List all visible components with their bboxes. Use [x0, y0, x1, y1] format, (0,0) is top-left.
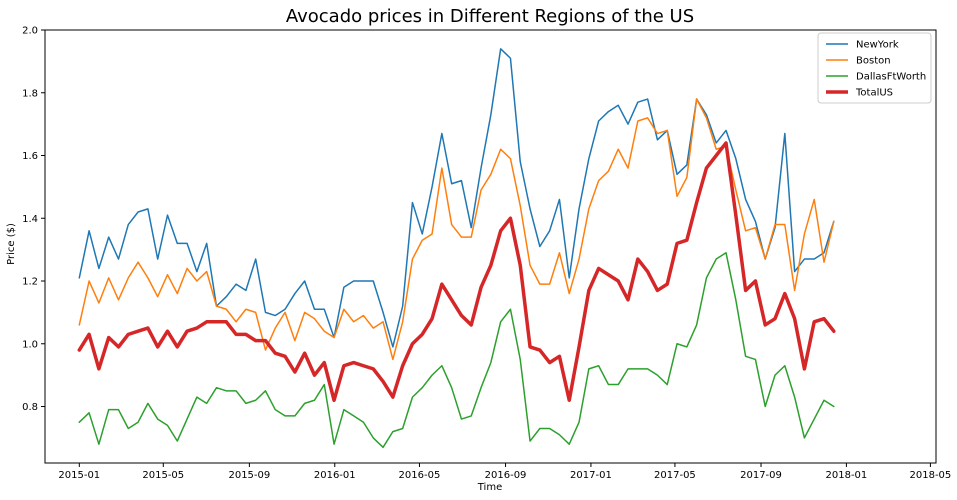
y-tick-label: 2.0: [22, 26, 38, 37]
series-layer: [77, 48, 836, 449]
legend-box: [817, 32, 932, 104]
x-tick-label: 2015-01: [58, 470, 100, 481]
y-tick-label: 1.6: [22, 151, 38, 162]
chart-title: Avocado prices in Different Regions of t…: [286, 6, 694, 27]
x-tick-label: 2017-05: [654, 470, 696, 481]
series-line-dallasftworth: [78, 252, 835, 449]
x-tick-label: 2016-05: [399, 470, 441, 481]
x-tick-label: 2017-01: [570, 470, 612, 481]
legend-label-totalus: TotalUS: [855, 88, 893, 99]
plot-frame: [44, 29, 937, 464]
series-line-boston: [78, 98, 835, 361]
y-tick-label: 0.8: [22, 402, 38, 413]
legend-label-dallasftworth: DallasFtWorth: [856, 72, 926, 83]
x-axis: 2015-01 2015-05 2015-09 2016-01 2016-05 2016-…: [58, 463, 951, 481]
series-line-totalus: [77, 141, 836, 402]
x-tick-label: 2016-01: [314, 470, 356, 481]
y-tick-label: 1.2: [22, 277, 38, 288]
x-tick-label: 2018-01: [826, 470, 868, 481]
x-tick-label: 2017-09: [740, 470, 782, 481]
y-axis: 0.8 1.0 1.2 1.4 1.6 1.8 2.0: [22, 26, 45, 413]
y-tick-label: 1.8: [22, 88, 38, 99]
x-tick-label: 2015-05: [142, 470, 184, 481]
legend-label-newyork: NewYork: [856, 40, 899, 51]
series-line-newyork: [78, 48, 835, 348]
y-tick-label: 1.4: [22, 214, 38, 225]
y-axis-label: Price ($): [6, 223, 17, 265]
x-tick-label: 2018-05: [910, 470, 952, 481]
x-tick-label: 2015-09: [228, 470, 270, 481]
legend-label-boston: Boston: [856, 56, 891, 67]
x-tick-label: 2016-09: [485, 470, 527, 481]
plot-area: [44, 29, 937, 464]
x-axis-label: Time: [477, 482, 502, 493]
y-tick-label: 1.0: [22, 339, 38, 350]
legend: NewYork Boston DallasFtWorth TotalUS: [817, 32, 932, 104]
